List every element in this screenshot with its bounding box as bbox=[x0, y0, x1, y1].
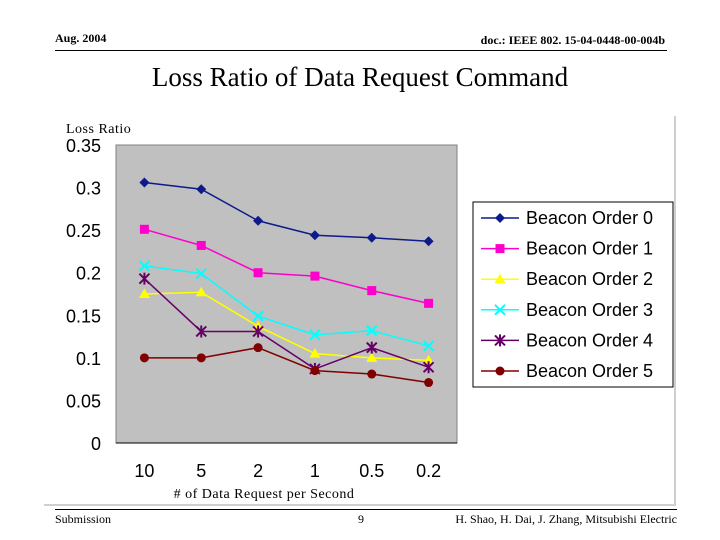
data-point bbox=[366, 341, 378, 354]
data-point bbox=[138, 288, 150, 298]
footer-page-number: 9 bbox=[358, 512, 364, 526]
series-line bbox=[144, 228, 429, 305]
data-point bbox=[310, 271, 320, 281]
data-point bbox=[196, 240, 206, 250]
legend-item: Beacon Order 2 bbox=[481, 269, 653, 289]
data-point bbox=[139, 224, 149, 234]
legend-marker bbox=[495, 366, 505, 376]
x-tick-label: 1 bbox=[310, 461, 320, 481]
y-tick-label: 0.1 bbox=[76, 349, 101, 369]
legend-label: Beacon Order 5 bbox=[526, 361, 653, 381]
data-point bbox=[196, 184, 207, 195]
data-point bbox=[423, 354, 435, 365]
data-point bbox=[138, 260, 151, 272]
series-5 bbox=[139, 343, 434, 388]
data-point bbox=[423, 236, 434, 247]
legend-item: Beacon Order 4 bbox=[481, 330, 653, 350]
x-tick-label: 5 bbox=[196, 461, 206, 481]
y-tick-label: 0.15 bbox=[66, 306, 101, 326]
legend-item: Beacon Order 1 bbox=[481, 239, 653, 259]
data-point bbox=[422, 340, 435, 352]
legend-item: Beacon Order 5 bbox=[481, 361, 653, 381]
series-4 bbox=[138, 272, 435, 375]
data-point bbox=[309, 230, 320, 241]
data-point bbox=[139, 353, 149, 363]
data-point bbox=[253, 268, 263, 278]
data-point bbox=[195, 286, 207, 297]
data-point bbox=[139, 177, 150, 188]
data-point bbox=[424, 378, 434, 388]
series-group bbox=[138, 177, 435, 388]
data-point bbox=[366, 324, 378, 337]
y-tick-label: 0.2 bbox=[76, 264, 101, 284]
y-tick-label: 0.3 bbox=[76, 179, 101, 199]
data-point bbox=[196, 353, 206, 363]
series-3 bbox=[138, 260, 435, 352]
data-point bbox=[310, 366, 320, 376]
footer-authors: H. Shao, H. Dai, J. Zhang, Mitsubishi El… bbox=[455, 512, 677, 526]
x-tick-label: 0.2 bbox=[416, 461, 441, 481]
x-tick-labels: 10 5 2 1 0.5 0.2 bbox=[134, 461, 441, 481]
data-point bbox=[309, 329, 321, 341]
legend-box bbox=[472, 201, 674, 388]
series-line bbox=[144, 181, 429, 242]
legend-marker bbox=[494, 304, 506, 316]
footer-divider bbox=[55, 509, 677, 510]
header-date: Aug. 2004 bbox=[55, 31, 107, 45]
data-point bbox=[366, 352, 378, 362]
legend-marker bbox=[494, 273, 506, 284]
legend-label: Beacon Order 3 bbox=[526, 300, 653, 320]
series-line bbox=[144, 265, 429, 347]
y-tick-label: 0.05 bbox=[66, 391, 101, 411]
x-tick-label: 10 bbox=[134, 461, 154, 481]
data-point bbox=[367, 286, 377, 296]
footer-submission: Submission bbox=[55, 512, 112, 526]
y-tick-labels: 0.35 0.3 0.25 0.2 0.15 0.1 0.05 0 bbox=[66, 136, 101, 454]
x-tick-label: 2 bbox=[253, 461, 263, 481]
data-point bbox=[195, 325, 207, 338]
y-axis-title: Loss Ratio bbox=[66, 122, 131, 137]
data-point bbox=[252, 325, 264, 338]
series-1 bbox=[139, 224, 434, 308]
x-axis-title: # of Data Request per Second bbox=[174, 487, 355, 502]
data-point bbox=[422, 361, 435, 374]
series-0 bbox=[139, 177, 434, 247]
legend-label: Beacon Order 1 bbox=[526, 239, 653, 259]
legend-marker bbox=[495, 213, 505, 223]
data-point bbox=[253, 343, 263, 353]
legend-label: Beacon Order 0 bbox=[526, 208, 653, 228]
plot-area bbox=[115, 144, 458, 444]
data-point bbox=[424, 298, 434, 308]
series-line bbox=[144, 291, 429, 362]
data-point bbox=[252, 310, 264, 322]
x-tick-label: 0.5 bbox=[359, 461, 384, 481]
slide-title: Loss Ratio of Data Request Command bbox=[151, 62, 569, 92]
y-tick-label: 0 bbox=[91, 434, 101, 454]
data-point bbox=[366, 232, 377, 243]
data-point bbox=[309, 348, 321, 358]
legend: Beacon Order 0 Beacon Order 1 Beacon Order… bbox=[481, 208, 653, 381]
legend-item: Beacon Order 3 bbox=[481, 300, 653, 320]
data-point bbox=[195, 267, 207, 280]
legend-item: Beacon Order 0 bbox=[481, 208, 653, 228]
series-line bbox=[143, 278, 429, 370]
legend-marker bbox=[494, 334, 506, 347]
data-point bbox=[253, 215, 264, 226]
header-doc-id: doc.: IEEE 802. 15-04-0448-00-004b bbox=[480, 33, 665, 47]
header-divider bbox=[55, 50, 667, 51]
legend-marker bbox=[495, 244, 505, 254]
y-tick-label: 0.35 bbox=[66, 136, 101, 156]
data-point bbox=[367, 369, 377, 379]
legend-label: Beacon Order 2 bbox=[526, 269, 653, 289]
y-tick-label: 0.25 bbox=[66, 221, 101, 241]
data-point bbox=[138, 272, 151, 285]
series-line bbox=[144, 346, 429, 384]
legend-label: Beacon Order 4 bbox=[526, 330, 653, 350]
